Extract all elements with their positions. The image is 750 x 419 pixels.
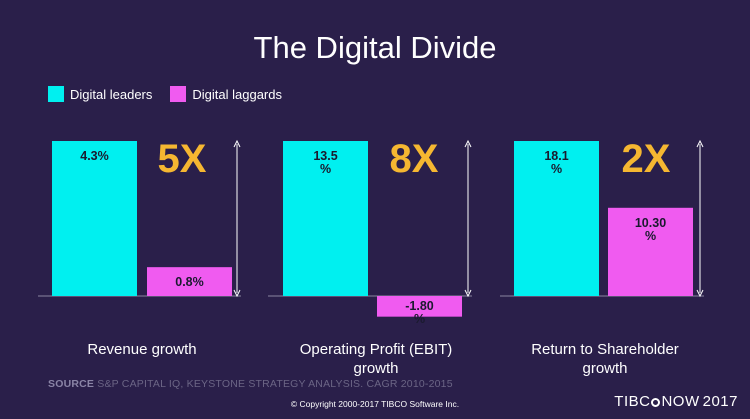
logo-year: 2017: [702, 393, 738, 410]
category-label: growth: [582, 360, 627, 377]
arrow-head-up-icon: [696, 139, 704, 148]
legend-label-leaders: Digital leaders: [70, 86, 153, 102]
bar-laggards: [147, 267, 232, 296]
bar-laggards: [377, 296, 462, 317]
multiplier-label: 5X: [158, 137, 207, 181]
logo-text-pre: TIBC: [614, 393, 651, 410]
category-label: Revenue growth: [87, 341, 196, 358]
data-label: %: [320, 162, 331, 176]
source-text: S&P CAPITAL IQ, KEYSTONE STRATEGY ANALYS…: [97, 378, 453, 390]
data-label: %: [414, 312, 425, 326]
bar-laggards: [608, 207, 693, 296]
arrow-head-down-icon: [464, 289, 472, 298]
data-label: 13.5: [313, 149, 337, 163]
logo-ring-icon: [651, 398, 661, 407]
logo-text-post: NOW: [661, 393, 700, 410]
data-label: 10.30: [635, 216, 666, 230]
bar-leaders: [283, 141, 368, 296]
copyright: © Copyright 2000-2017 TIBCO Software Inc…: [290, 399, 460, 409]
multiplier-label: 2X: [622, 137, 671, 181]
category-label: Operating Profit (EBIT): [300, 341, 453, 358]
multiplier-label: 8X: [390, 137, 439, 181]
legend-swatch-leaders: [48, 86, 64, 102]
arrow-head-up-icon: [233, 139, 241, 148]
legend-swatch-laggards: [170, 86, 187, 102]
arrow-head-down-icon: [696, 289, 704, 298]
legend-label-laggards: Digital laggards: [192, 86, 282, 102]
tibco-now-logo: TIBC NOW 2017: [614, 393, 738, 410]
data-label: 0.8%: [175, 275, 204, 289]
data-label: %: [551, 162, 562, 176]
arrow-head-up-icon: [464, 139, 472, 148]
data-label: -1.80: [405, 299, 434, 313]
source-note: SOURCE S&P CAPITAL IQ, KEYSTONE STRATEGY…: [48, 378, 453, 390]
arrow-head-down-icon: [233, 289, 241, 298]
legend-item-leaders: Digital leaders: [48, 86, 152, 102]
bar-leaders: [52, 141, 137, 296]
category-label: Return to Shareholder: [531, 341, 679, 358]
data-label: 4.3%: [80, 149, 109, 163]
legend: Digital leaders Digital laggards: [48, 86, 300, 102]
data-label: 18.1: [544, 149, 568, 163]
legend-item-laggards: Digital laggards: [170, 86, 282, 102]
chart-title: The Digital Divide: [253, 30, 497, 65]
data-label: %: [645, 229, 656, 243]
category-label: growth: [353, 360, 398, 377]
source-label: SOURCE: [48, 378, 95, 390]
bar-leaders: [514, 141, 599, 296]
